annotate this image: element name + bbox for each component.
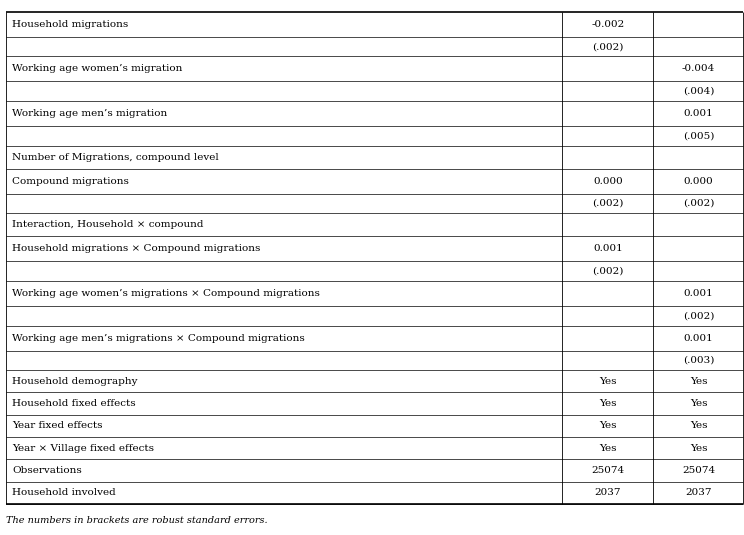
Text: Interaction, Household × compound: Interaction, Household × compound <box>12 220 203 230</box>
Text: Compound migrations: Compound migrations <box>12 177 129 186</box>
Text: Household migrations × Compound migrations: Household migrations × Compound migratio… <box>12 244 260 254</box>
Text: The numbers in brackets are robust standard errors.: The numbers in brackets are robust stand… <box>6 516 268 525</box>
Text: 0.001: 0.001 <box>593 244 623 254</box>
Text: Yes: Yes <box>690 422 708 431</box>
Text: (.003): (.003) <box>683 356 714 365</box>
Text: Household demography: Household demography <box>12 377 138 386</box>
Text: Yes: Yes <box>599 399 617 408</box>
Text: (.002): (.002) <box>683 311 714 320</box>
Text: Working age women’s migrations × Compound migrations: Working age women’s migrations × Compoun… <box>12 289 320 298</box>
Text: Yes: Yes <box>690 377 708 386</box>
Text: 0.001: 0.001 <box>684 334 713 342</box>
Text: Year fixed effects: Year fixed effects <box>12 422 103 431</box>
Text: (.002): (.002) <box>683 199 714 208</box>
Text: -0.002: -0.002 <box>591 20 624 29</box>
Text: Working age men’s migrations × Compound migrations: Working age men’s migrations × Compound … <box>12 334 304 342</box>
Text: 0.001: 0.001 <box>684 109 713 118</box>
Text: -0.004: -0.004 <box>682 64 715 73</box>
Text: 25074: 25074 <box>682 466 715 475</box>
Text: (.002): (.002) <box>592 266 623 276</box>
Text: (.002): (.002) <box>592 199 623 208</box>
Text: Observations: Observations <box>12 466 82 475</box>
Text: Yes: Yes <box>599 422 617 431</box>
Text: Number of Migrations, compound level: Number of Migrations, compound level <box>12 152 219 162</box>
Text: Household migrations: Household migrations <box>12 20 128 29</box>
Text: 0.000: 0.000 <box>684 177 713 186</box>
Text: (.002): (.002) <box>592 42 623 51</box>
Text: Yes: Yes <box>690 399 708 408</box>
Text: 2037: 2037 <box>594 488 621 498</box>
Text: Yes: Yes <box>690 444 708 453</box>
Text: Working age men’s migration: Working age men’s migration <box>12 109 167 118</box>
Text: 0.001: 0.001 <box>684 289 713 298</box>
Text: 25074: 25074 <box>591 466 624 475</box>
Text: Working age women’s migration: Working age women’s migration <box>12 64 182 73</box>
Text: Household involved: Household involved <box>12 488 115 498</box>
Text: Yes: Yes <box>599 377 617 386</box>
Text: (.004): (.004) <box>683 87 714 96</box>
Text: Yes: Yes <box>599 444 617 453</box>
Text: 2037: 2037 <box>685 488 712 498</box>
Text: (.005): (.005) <box>683 131 714 140</box>
Text: 0.000: 0.000 <box>593 177 623 186</box>
Text: Household fixed effects: Household fixed effects <box>12 399 135 408</box>
Text: Year × Village fixed effects: Year × Village fixed effects <box>12 444 154 453</box>
